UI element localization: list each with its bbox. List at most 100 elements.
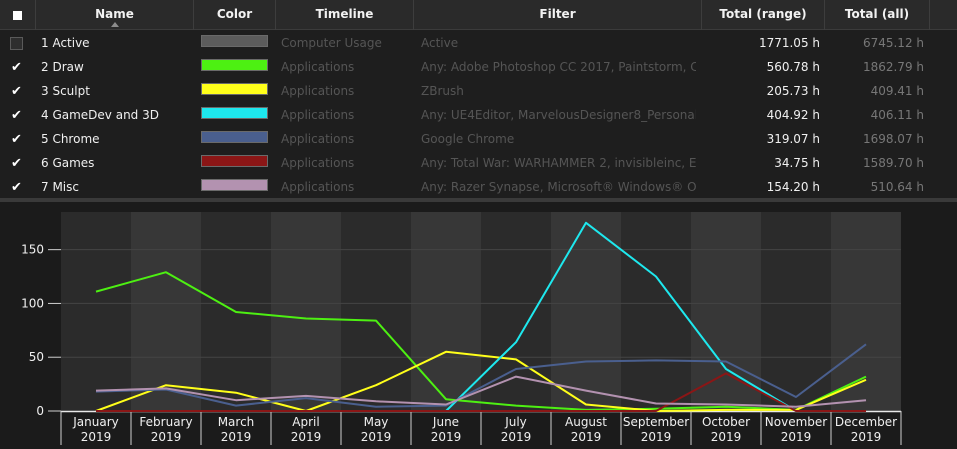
row-filter: Google Chrome xyxy=(421,132,515,146)
row-color-swatch[interactable] xyxy=(201,83,268,95)
row-filter: Any: UE4Editor, MarvelousDesigner8_Perso… xyxy=(421,108,696,122)
row-name: 1 Active xyxy=(41,36,90,50)
column-header-filter-label: Filter xyxy=(539,7,576,21)
x-tick-label: September xyxy=(623,415,689,429)
row-total-all: 409.41 h xyxy=(870,84,924,98)
table-row[interactable]: ✔ 3 Sculpt Applications ZBrush 205.73 h 409.4… xyxy=(0,79,957,103)
column-header-color-label: Color xyxy=(216,7,253,21)
x-tick-label: 2019 xyxy=(221,430,252,444)
table-row[interactable]: ✔ 6 Games Applications Any: Total War: WARH… xyxy=(0,151,957,175)
series-line xyxy=(95,271,867,411)
row-total-range: 34.75 h xyxy=(774,156,820,170)
row-checkbox[interactable]: ✔ xyxy=(11,133,22,146)
x-tick-label: 2019 xyxy=(571,430,602,444)
row-color-swatch[interactable] xyxy=(201,59,268,71)
table-row[interactable]: ✔ 2 Draw Applications Any: Adobe Photoshop … xyxy=(0,55,957,79)
y-tick-label: 150 xyxy=(21,243,44,257)
x-tick-label: 2019 xyxy=(291,430,322,444)
table-row[interactable]: ✔ 7 Misc Applications Any: Razer Synapse, M… xyxy=(0,175,957,199)
column-header-total-all-label: Total (all) xyxy=(844,7,910,21)
row-name: 6 Games xyxy=(41,156,95,170)
y-tick-label: 50 xyxy=(29,350,44,364)
column-header-total-all[interactable]: Total (all) xyxy=(825,0,930,30)
month-band xyxy=(831,212,901,411)
series-line xyxy=(95,343,867,408)
x-tick-label: January xyxy=(72,415,119,429)
row-filter: Any: Razer Synapse, Microsoft® Windows® … xyxy=(421,180,696,194)
column-header-color[interactable]: Color xyxy=(194,0,276,30)
select-all-column[interactable] xyxy=(0,0,36,30)
row-color-swatch[interactable] xyxy=(201,179,268,191)
x-tick-label: 2019 xyxy=(851,430,882,444)
x-tick-label: 2019 xyxy=(711,430,742,444)
table-row[interactable]: ✔ 5 Chrome Applications Google Chrome 319.07… xyxy=(0,127,957,151)
y-tick-label: 100 xyxy=(21,296,44,310)
column-header-filter[interactable]: Filter xyxy=(414,0,702,30)
row-checkbox[interactable]: ✔ xyxy=(11,85,22,98)
table-row[interactable]: ✔ 4 GameDev and 3D Applications Any: UE4Edi… xyxy=(0,103,957,127)
table-row[interactable]: 1 Active Computer Usage Active 1771.05 h 674… xyxy=(0,31,957,55)
row-total-range: 404.92 h xyxy=(766,108,820,122)
row-checkbox[interactable]: ✔ xyxy=(11,181,22,194)
row-color-swatch[interactable] xyxy=(201,35,268,47)
month-band xyxy=(271,212,341,411)
month-band xyxy=(761,212,831,411)
row-color-swatch[interactable] xyxy=(201,131,268,143)
month-band xyxy=(621,212,691,411)
row-timeline: Applications xyxy=(281,180,355,194)
row-total-range: 205.73 h xyxy=(766,84,820,98)
row-name: 3 Sculpt xyxy=(41,84,90,98)
x-tick-label: October xyxy=(702,415,750,429)
row-checkbox[interactable]: ✔ xyxy=(11,61,22,74)
x-tick-label: 2019 xyxy=(781,430,812,444)
series-line xyxy=(96,372,866,412)
row-total-all: 6745.12 h xyxy=(862,36,924,50)
select-all-checkbox[interactable] xyxy=(13,11,22,20)
x-tick-label: 2019 xyxy=(641,430,672,444)
row-timeline: Applications xyxy=(281,132,355,146)
row-timeline: Applications xyxy=(281,108,355,122)
x-tick-label: May xyxy=(364,415,389,429)
row-filter: Any: Total War: WARHAMMER 2, invisiblein… xyxy=(421,156,696,170)
row-color-swatch[interactable] xyxy=(201,107,268,119)
row-color-swatch[interactable] xyxy=(201,155,268,167)
column-header-total-range-label: Total (range) xyxy=(719,7,807,21)
row-total-all: 406.11 h xyxy=(870,108,924,122)
x-tick-label: June xyxy=(432,415,459,429)
column-header-timeline[interactable]: Timeline xyxy=(276,0,414,30)
x-tick-label: July xyxy=(504,415,527,429)
usage-chart: January 2019 February 2019 March 2019 April 201… xyxy=(0,202,957,449)
month-band xyxy=(691,212,761,411)
row-timeline: Applications xyxy=(281,156,355,170)
row-filter: ZBrush xyxy=(421,84,464,98)
x-tick-label: February xyxy=(139,415,192,429)
column-header-name[interactable]: Name xyxy=(36,0,194,30)
series-line xyxy=(95,350,867,412)
row-total-range: 1771.05 h xyxy=(758,36,820,50)
x-tick-label: November xyxy=(765,415,827,429)
month-band xyxy=(61,212,131,411)
row-total-range: 319.07 h xyxy=(766,132,820,146)
panel-splitter[interactable] xyxy=(0,198,957,202)
x-tick-label: March xyxy=(218,415,255,429)
x-tick-label: 2019 xyxy=(81,430,112,444)
row-checkbox[interactable]: ✔ xyxy=(11,109,22,122)
x-tick-label: December xyxy=(835,415,897,429)
x-tick-label: 2019 xyxy=(361,430,392,444)
row-timeline: Applications xyxy=(281,60,355,74)
x-tick-label: 2019 xyxy=(431,430,462,444)
month-band xyxy=(551,212,621,411)
row-name: 4 GameDev and 3D xyxy=(41,108,159,122)
column-header-timeline-label: Timeline xyxy=(315,7,374,21)
x-tick-label: 2019 xyxy=(501,430,532,444)
row-total-range: 560.78 h xyxy=(766,60,820,74)
row-checkbox[interactable]: ✔ xyxy=(11,157,22,170)
column-header-name-label: Name xyxy=(95,7,134,21)
category-table: Name Color Timeline Filter Total (range)… xyxy=(0,0,957,198)
row-total-all: 1698.07 h xyxy=(862,132,924,146)
row-timeline: Applications xyxy=(281,84,355,98)
series-line xyxy=(95,375,867,408)
column-header-total-range[interactable]: Total (range) xyxy=(702,0,825,30)
row-checkbox[interactable] xyxy=(10,37,23,50)
x-tick-label: August xyxy=(565,415,607,429)
